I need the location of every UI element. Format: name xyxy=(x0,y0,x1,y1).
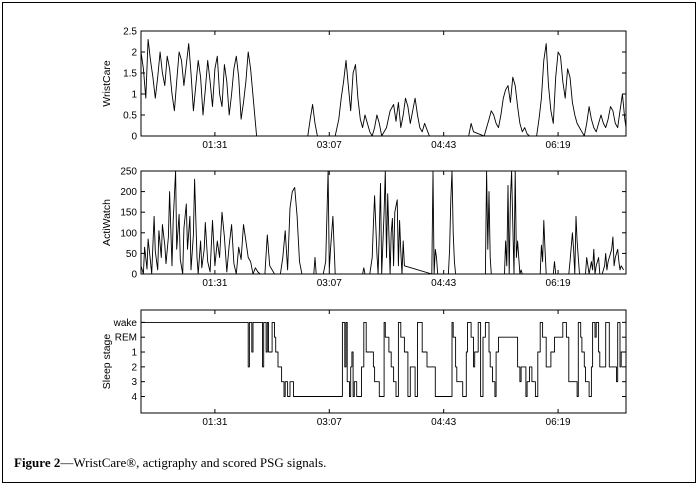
plot-box xyxy=(140,170,627,275)
y-tick-label: 100 xyxy=(120,228,137,239)
y-tick-label: 1 xyxy=(131,90,137,101)
chart-panel-2: 0 50 100 150 200 250 01:31 03:07 04:43 06:19 ActiW… xyxy=(101,167,627,289)
y-tick-label: 0.5 xyxy=(123,111,137,122)
x-tick-label: 03:07 xyxy=(317,140,342,151)
chart-panel-1: 0 0.5 1 1.5 2 2.5 01:31 03:07 04:43 06:19 WristCar… xyxy=(101,27,627,151)
series-line xyxy=(141,171,624,274)
x-tick-label: 01:31 xyxy=(202,417,227,428)
caption-label: Figure 2 xyxy=(14,455,61,470)
figure-frame xyxy=(2,2,696,483)
y-tick-label: 50 xyxy=(126,249,138,260)
plot-box xyxy=(140,309,627,414)
y-tick-label: REM xyxy=(115,333,137,344)
plot-box xyxy=(140,30,627,137)
x-tick-label: 04:43 xyxy=(431,140,456,151)
y-tick-label: 2.5 xyxy=(123,27,137,38)
y-tick-label: 150 xyxy=(120,208,137,219)
y-tick-label: 1.5 xyxy=(123,69,137,80)
x-tick-label: 04:43 xyxy=(431,417,456,428)
y-axis-title: Sleep stage xyxy=(101,334,113,390)
y-tick-label: 2 xyxy=(131,362,137,373)
y-tick-label: 3 xyxy=(131,377,137,388)
x-tick-label: 01:31 xyxy=(202,140,227,151)
y-tick-label: 250 xyxy=(120,167,137,178)
x-tick-label: 01:31 xyxy=(202,278,227,289)
y-tick-label: wake xyxy=(113,318,138,329)
chart-panel-3: wake REM 1 2 3 4 01:31 03:07 04:43 06:19 Sleep sta… xyxy=(101,309,627,428)
y-tick-label: 1 xyxy=(131,348,137,359)
x-tick-label: 03:07 xyxy=(317,278,342,289)
y-tick-label: 0 xyxy=(131,270,137,281)
x-tick-label: 06:19 xyxy=(546,417,571,428)
x-tick-label: 04:43 xyxy=(431,278,456,289)
x-tick-label: 03:07 xyxy=(317,417,342,428)
series-line xyxy=(141,321,626,397)
series-line xyxy=(141,38,626,136)
y-tick-label: 0 xyxy=(131,132,137,143)
y-axis-title: ActiWatch xyxy=(101,199,113,246)
y-axis-title: WristCare xyxy=(101,60,113,107)
caption-text: —WristCare®, actigraphy and scored PSG s… xyxy=(60,455,327,470)
x-tick-label: 06:19 xyxy=(546,140,571,151)
y-tick-label: 2 xyxy=(131,48,137,59)
x-tick-label: 06:19 xyxy=(546,278,571,289)
figure-caption: Figure 2—WristCare®, actigraphy and scor… xyxy=(14,455,326,471)
y-tick-label: 200 xyxy=(120,187,137,198)
y-tick-label: 4 xyxy=(131,392,137,403)
